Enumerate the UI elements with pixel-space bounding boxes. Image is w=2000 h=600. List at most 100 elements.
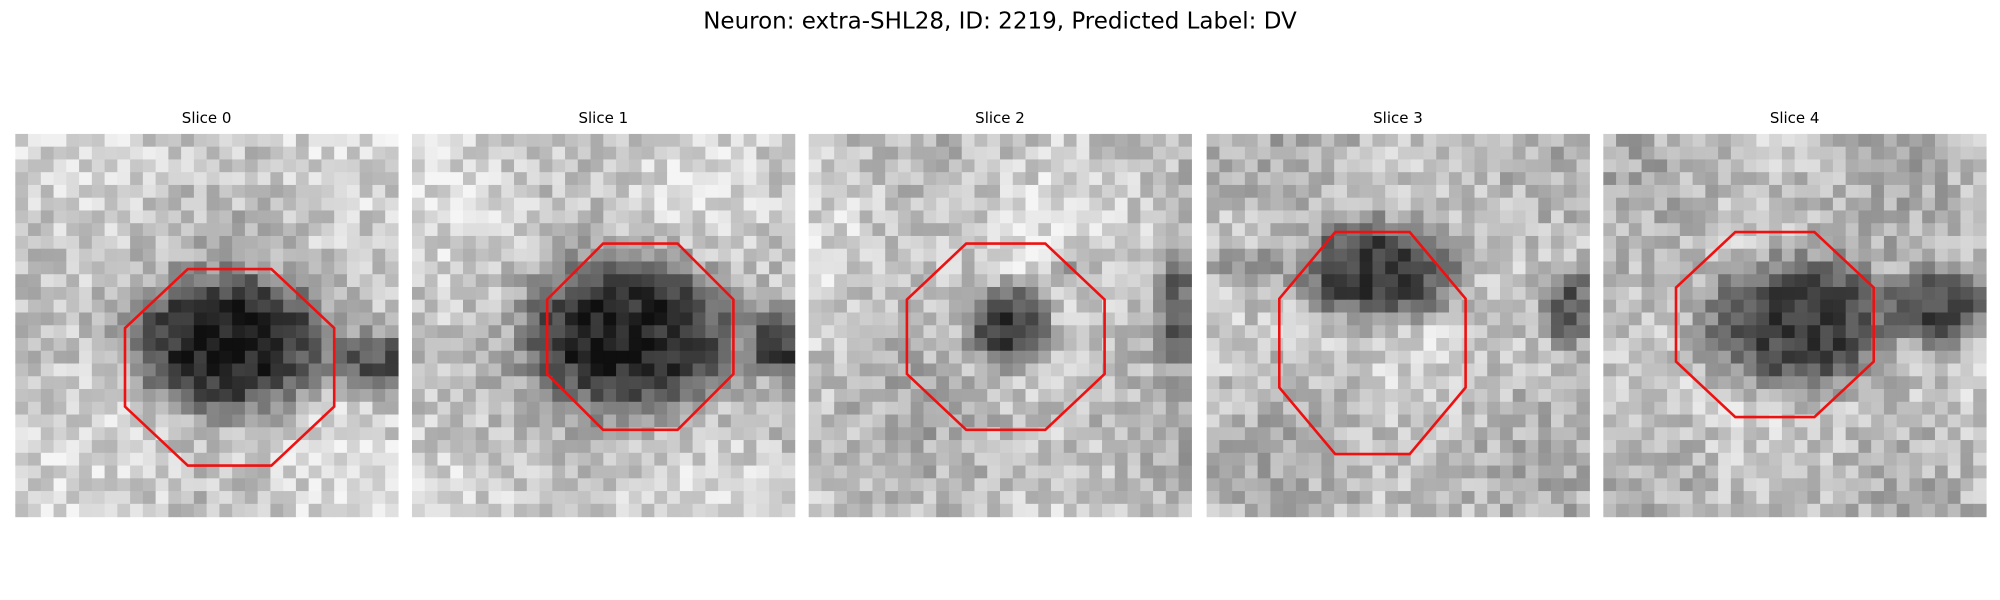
pixel [244,389,259,403]
pixel [1692,350,1706,365]
pixel [104,350,118,365]
pixel [1973,197,1987,212]
pixel [1410,376,1425,390]
pixel [1845,478,1860,492]
pixel [859,389,874,403]
pixel [1487,491,1501,505]
pixel [1295,235,1310,250]
pixel [283,363,297,377]
pixel [1448,159,1463,173]
pixel [359,159,374,173]
pixel [1334,389,1348,403]
pixel [628,452,643,467]
pixel [1922,440,1936,454]
pixel [808,363,823,377]
pixel [616,414,630,428]
pixel [730,197,745,212]
pixel [1667,376,1681,390]
pixel [565,159,579,173]
pixel [769,299,783,314]
pixel [834,274,848,288]
pixel [616,325,630,339]
pixel [897,159,912,173]
pixel [1423,491,1437,505]
pixel [181,414,195,428]
pixel [1334,325,1348,339]
pixel [667,159,681,173]
pixel [987,184,1001,199]
pixel [244,427,259,441]
pixel [1934,414,1949,428]
pixel [1232,133,1246,148]
pixel [705,363,719,377]
pixel [1807,172,1821,186]
pixel [834,389,848,403]
pixel [1525,184,1539,199]
pixel [1051,159,1065,173]
pixel [654,389,668,403]
pixel [1244,452,1259,467]
pixel [1832,159,1847,173]
pixel [1845,338,1860,352]
pixel [1730,401,1745,416]
pixel [641,312,655,326]
pixel [1845,172,1860,186]
pixel [769,363,783,377]
pixel [1858,465,1872,479]
pixel [295,401,310,416]
pixel [552,325,566,339]
pixel [1178,401,1192,416]
pixel [1525,414,1539,428]
pixel [130,350,144,365]
pixel [590,261,604,275]
pixel [769,312,783,326]
pixel [1334,376,1348,390]
pixel [1089,210,1103,224]
pixel [53,401,67,416]
pixel [130,146,144,161]
pixel [372,286,386,301]
pixel [821,133,835,148]
pixel [743,478,757,492]
pixel [1832,491,1847,505]
pixel [539,440,553,454]
pixel [155,401,169,416]
pixel [295,440,310,454]
pixel [590,465,604,479]
pixel [1232,503,1246,518]
pixel [1257,274,1272,288]
pixel [321,146,335,161]
pixel [1474,197,1488,212]
pixel [168,133,182,148]
pixel [821,235,835,250]
pixel [565,478,579,492]
pixel [910,312,925,326]
pixel [821,172,835,186]
pixel [718,146,732,161]
pixel [1436,133,1450,148]
pixel [859,146,874,161]
pixel [1858,376,1872,390]
pixel [1359,197,1374,212]
pixel [1845,440,1860,454]
pixel [1500,452,1514,467]
pixel [372,172,386,186]
pixel [526,389,541,403]
pixel [718,491,732,505]
pixel [1896,478,1911,492]
pixel [692,491,706,505]
pixel [1628,350,1643,365]
pixel [1178,465,1192,479]
pixel [53,350,67,365]
pixel [1000,440,1014,454]
pixel [1512,210,1527,224]
pixel [1743,197,1757,212]
pixel [1705,338,1719,352]
pixel [1219,197,1233,212]
pixel [79,491,93,505]
pixel [1883,350,1898,365]
pixel [885,465,899,479]
pixel [1063,478,1078,492]
pixel [1244,350,1259,365]
pixel [1346,478,1361,492]
